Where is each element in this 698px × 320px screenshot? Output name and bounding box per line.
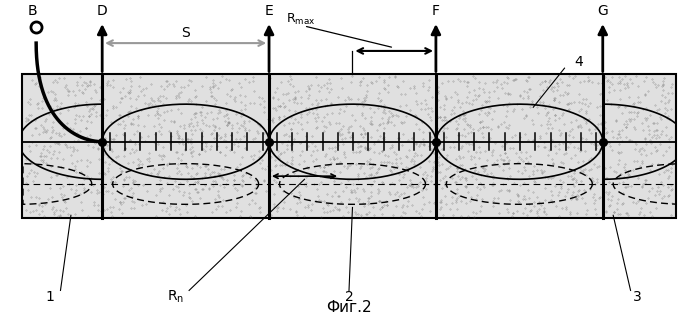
Text: S: S xyxy=(181,26,190,40)
Text: D: D xyxy=(97,4,107,18)
Text: $R_n$: $R_n$ xyxy=(167,289,184,305)
Text: 4: 4 xyxy=(574,55,583,69)
Text: $R_{max}$: $R_{max}$ xyxy=(286,12,316,27)
Text: E: E xyxy=(265,4,274,18)
Text: F: F xyxy=(432,4,440,18)
Bar xyxy=(22,75,676,219)
Text: Фиг.2: Фиг.2 xyxy=(326,300,372,316)
Text: 1: 1 xyxy=(45,290,54,304)
Text: G: G xyxy=(597,4,608,18)
Text: 2: 2 xyxy=(345,290,353,304)
Text: B: B xyxy=(28,4,38,18)
Text: 3: 3 xyxy=(633,290,642,304)
